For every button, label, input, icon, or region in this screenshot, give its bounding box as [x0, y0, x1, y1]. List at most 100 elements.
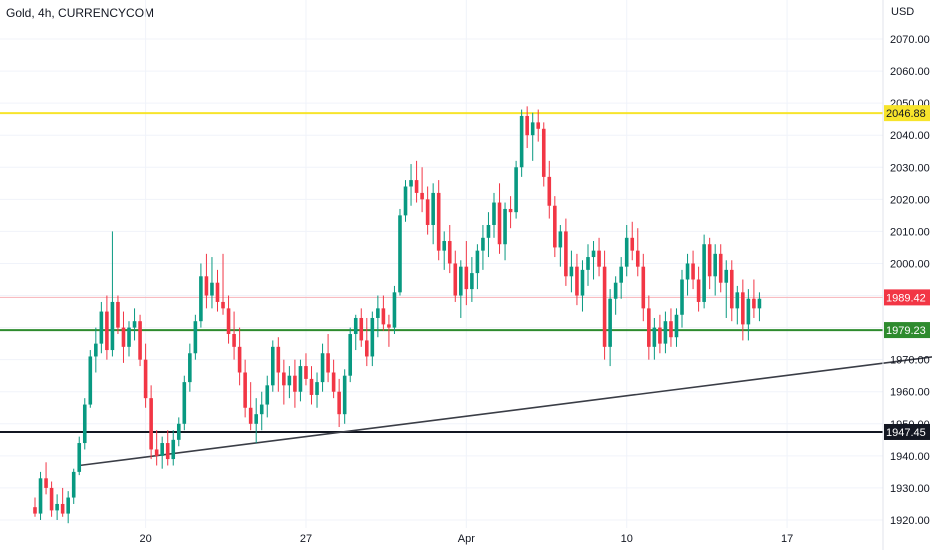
candle-body: [88, 356, 93, 405]
candle-body: [591, 250, 596, 258]
ascending-trendline[interactable]: [79, 321, 932, 467]
candle: [447, 224, 452, 274]
candle-body: [553, 205, 557, 248]
candle: [691, 250, 695, 290]
candle: [403, 180, 408, 222]
candle-body: [691, 263, 695, 280]
candle: [99, 301, 104, 354]
candle: [132, 308, 137, 341]
candle-body: [38, 478, 43, 514]
candle-body: [392, 292, 397, 328]
candle-body: [436, 192, 441, 251]
candle-body: [680, 279, 684, 315]
candle-body: [149, 398, 153, 450]
candle: [293, 359, 297, 408]
candle: [38, 471, 43, 520]
candle-body: [160, 443, 164, 456]
candle: [315, 372, 319, 408]
candle: [33, 497, 37, 517]
candle-body: [110, 301, 115, 351]
candle: [176, 417, 181, 447]
base-price-label: 1947.45: [884, 423, 930, 440]
candle-body: [641, 266, 646, 309]
candle-body: [702, 244, 706, 302]
candle-body: [376, 308, 380, 318]
candle-body: [398, 215, 402, 293]
x-tick-label: 20: [139, 533, 151, 545]
candle: [558, 224, 563, 267]
candle-body: [226, 308, 231, 335]
candle-body: [741, 292, 745, 325]
candle: [154, 430, 159, 466]
candle-body: [387, 324, 391, 328]
y-tick-label: 2000.00: [890, 258, 930, 270]
candle: [569, 250, 574, 293]
candle-body: [514, 167, 518, 213]
candle: [630, 221, 635, 261]
candle: [282, 359, 286, 405]
candle-body: [597, 250, 601, 267]
price-label-text: 1989.42: [886, 292, 926, 304]
candle-body: [154, 449, 159, 456]
candle-body: [127, 327, 131, 347]
candle-body: [624, 237, 629, 267]
candle: [309, 366, 314, 405]
candle-body: [254, 414, 258, 424]
candle-body: [486, 224, 491, 238]
candle-body: [132, 321, 137, 328]
candle-body: [602, 266, 607, 347]
candle-body: [82, 404, 87, 444]
y-tick-label: 2010.00: [890, 226, 930, 238]
candle-body: [265, 385, 270, 405]
candle: [602, 250, 607, 360]
candle: [265, 375, 270, 418]
candle-body: [547, 176, 552, 206]
candle-body: [503, 208, 507, 245]
candle-body: [586, 257, 590, 270]
candle: [182, 375, 187, 431]
price-labels: 2046.88 1989.42 1979.23 1947.45: [884, 105, 930, 440]
candle: [287, 366, 292, 399]
candle: [541, 122, 546, 187]
candle-body: [580, 269, 585, 296]
candle-body: [199, 276, 203, 322]
price-axis-currency: USD: [891, 6, 915, 18]
candle-body: [519, 115, 524, 168]
candle: [635, 228, 640, 277]
candle: [757, 292, 762, 322]
candle: [49, 481, 54, 517]
candle-body: [116, 301, 120, 328]
horizontal-levels: [0, 112, 883, 433]
candle: [514, 160, 518, 219]
candle: [326, 334, 330, 383]
candle-body: [696, 279, 701, 302]
candle-body: [55, 503, 59, 511]
candle-body: [309, 378, 314, 395]
candle: [702, 234, 706, 309]
current-price-label: 1989.42: [884, 289, 930, 306]
candle-body: [33, 507, 37, 514]
candle: [353, 314, 358, 351]
candle-body: [193, 321, 198, 354]
candle-body: [276, 346, 281, 373]
time-axis: 2027Apr101724May8: [139, 533, 793, 545]
candle-body: [331, 372, 336, 392]
candle: [165, 430, 170, 466]
chart-title: Gold, 4h, CURRENCYCOM: [6, 6, 155, 20]
candle: [110, 231, 115, 357]
candle-body: [381, 308, 386, 325]
candle-body: [669, 321, 673, 338]
candle: [414, 160, 419, 203]
candle-body: [729, 269, 734, 309]
candle-body: [77, 443, 82, 472]
candle-body: [608, 298, 612, 347]
candle: [729, 260, 734, 322]
candle-body: [470, 273, 474, 290]
candle: [392, 285, 397, 335]
candle: [210, 257, 214, 309]
candle: [580, 260, 585, 312]
candle: [707, 237, 712, 290]
candle: [204, 253, 209, 309]
candle: [359, 308, 364, 347]
